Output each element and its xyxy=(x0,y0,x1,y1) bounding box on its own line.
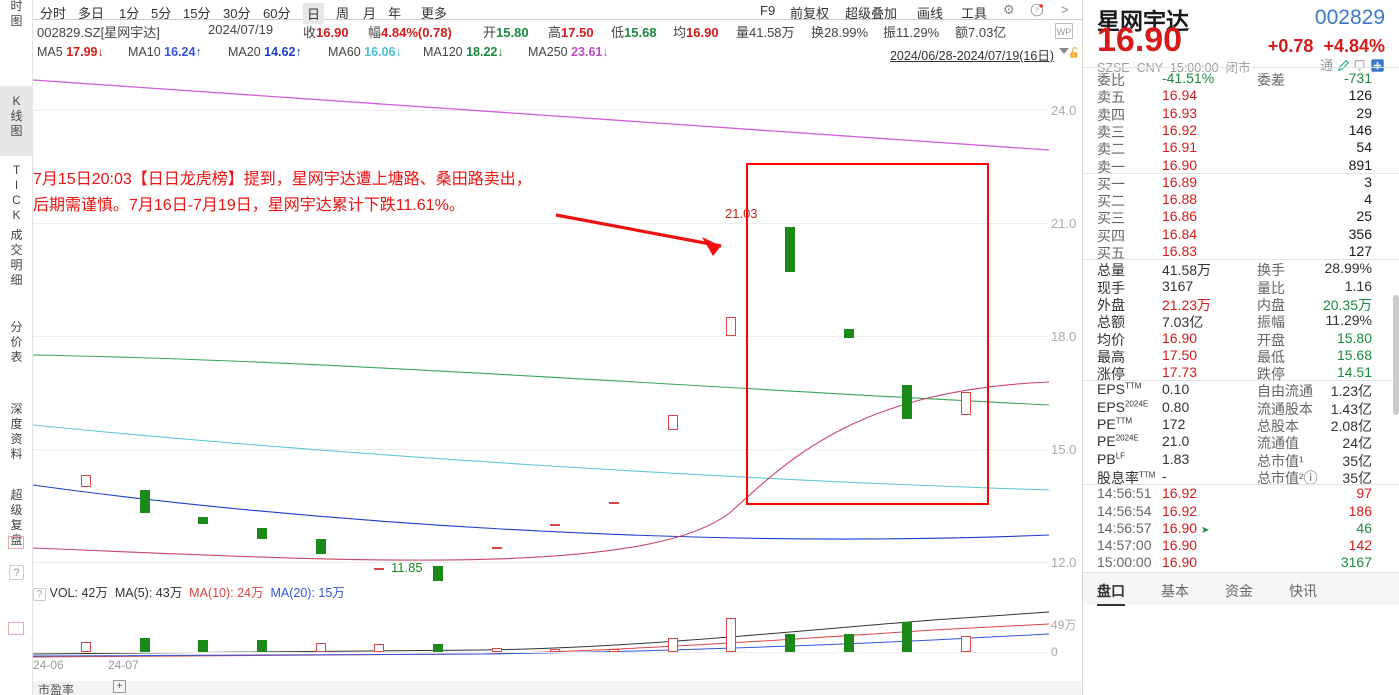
svg-text:?: ? xyxy=(1035,8,1039,15)
